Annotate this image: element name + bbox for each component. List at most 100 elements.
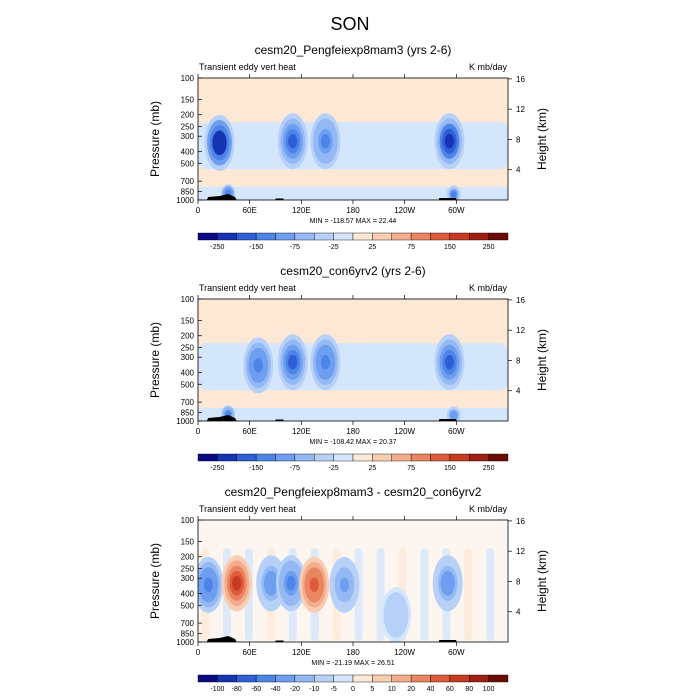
contour-fill [198, 548, 495, 642]
colorbar-swatch [372, 232, 392, 241]
colorbar-label: -20 [290, 686, 300, 693]
y-tick-label: 100 [181, 74, 195, 83]
colorbar-label: -75 [290, 244, 300, 251]
colorbar-swatch [410, 674, 431, 683]
topography [275, 419, 284, 421]
x-tick-label: 180 [346, 648, 360, 657]
colorbar-label: 75 [407, 465, 415, 472]
colorbar-label: -40 [270, 686, 280, 693]
y2-tick-label: 12 [516, 547, 525, 556]
y-tick-label: 300 [181, 353, 195, 362]
y2-tick-label: 16 [516, 296, 525, 305]
y-tick-label: 1000 [176, 638, 194, 647]
min-max-text: MIN = -118.57 MAX = 22.44 [310, 218, 397, 225]
colorbar-label: -5 [331, 686, 337, 693]
colorbar-label: 100 [483, 686, 495, 693]
colorbar-label: -250 [210, 465, 224, 472]
colorbar-label: -75 [290, 465, 300, 472]
chart-panel-3: cesm20_Pengfeiexp8mam3 - cesm20_con6yrv2… [148, 485, 549, 693]
colorbar-swatch [333, 674, 354, 683]
y-tick-label: 250 [181, 344, 195, 353]
background-streak [464, 548, 473, 641]
y-tick-label: 150 [181, 537, 195, 546]
topography [206, 194, 237, 200]
contour-level [450, 191, 457, 198]
x-tick-label: 60E [243, 648, 257, 657]
contour-level [288, 134, 298, 149]
colorbar-label: 250 [483, 244, 495, 251]
x-tick-label: 120W [394, 427, 415, 436]
y-tick-label: 200 [181, 111, 195, 120]
y2-tick-label: 12 [516, 105, 525, 114]
contour-fill [198, 113, 508, 200]
lower-band [198, 407, 508, 421]
x-tick-label: 60W [448, 427, 465, 436]
min-max-text: MIN = -108.42 MAX = 20.37 [309, 439, 396, 446]
colorbar-label: 150 [444, 244, 456, 251]
colorbar-label: 5 [370, 686, 374, 693]
lower-band [198, 186, 508, 200]
contour-level [339, 577, 349, 593]
colorbar-swatch [255, 674, 276, 683]
x-tick-label: 60E [243, 427, 257, 436]
y-tick-label: 850 [181, 187, 195, 196]
colorbar-label: -25 [329, 244, 339, 251]
y2-tick-label: 4 [516, 387, 521, 396]
y-tick-label: 500 [181, 380, 195, 389]
x-tick-label: 0 [196, 206, 201, 215]
y2-tick-label: 8 [516, 577, 521, 586]
colorbar-label: 25 [368, 244, 376, 251]
colorbar-swatch [255, 453, 276, 462]
colorbar-swatch [333, 232, 354, 241]
topography [275, 640, 284, 642]
x-tick-label: 0 [196, 648, 201, 657]
right-label: K mb/day [469, 283, 508, 293]
y-tick-label: 700 [181, 177, 195, 186]
min-max-text: MIN = -21.19 MAX = 26.51 [311, 660, 394, 667]
x-tick-label: 120E [292, 206, 311, 215]
colorbar-label: 150 [444, 465, 456, 472]
panel-title: cesm20_Pengfeiexp8mam3 (yrs 2-6) [255, 43, 452, 57]
colorbar-swatch [236, 453, 257, 462]
colorbar-swatch [372, 674, 392, 683]
colorbar-swatch [275, 453, 296, 462]
colorbar-swatch [275, 232, 296, 241]
colorbar-swatch [488, 453, 509, 462]
colorbar-label: 0 [351, 686, 355, 693]
colorbar-swatch [294, 453, 315, 462]
y-axis-label: Pressure (mb) [148, 101, 162, 177]
colorbar-swatch [391, 674, 412, 683]
colorbar-label: -25 [329, 465, 339, 472]
colorbar-swatch [275, 674, 296, 683]
colorbar-swatch [469, 453, 489, 462]
contour-level [253, 358, 263, 373]
colorbar-swatch [352, 453, 373, 462]
y-tick-label: 250 [181, 123, 195, 132]
colorbar-swatch [469, 674, 489, 683]
y-tick-label: 150 [181, 95, 195, 104]
colorbar-swatch [488, 232, 509, 241]
x-tick-label: 120E [292, 427, 311, 436]
colorbar-swatch [430, 232, 451, 241]
contour-level [286, 576, 296, 591]
background-band [198, 343, 508, 391]
colorbar-swatch [197, 674, 218, 683]
contour-level [450, 412, 457, 419]
x-tick-label: 180 [346, 206, 360, 215]
colorbar-swatch [352, 674, 373, 683]
topography [206, 636, 237, 642]
left-label: Transient eddy vert heat [199, 62, 296, 72]
colorbar-swatch [333, 453, 354, 462]
background-band [198, 122, 508, 170]
x-tick-label: 60W [448, 206, 465, 215]
x-tick-label: 60E [243, 206, 257, 215]
contour-level [320, 355, 331, 370]
y2-tick-label: 16 [516, 75, 525, 84]
colorbar-swatch [410, 232, 431, 241]
colorbar-swatch [469, 232, 489, 241]
contour-level [232, 576, 242, 591]
colorbar-label: -250 [210, 244, 224, 251]
y2-axis-label: Height (km) [535, 329, 549, 391]
colorbar-label: -10 [309, 686, 319, 693]
